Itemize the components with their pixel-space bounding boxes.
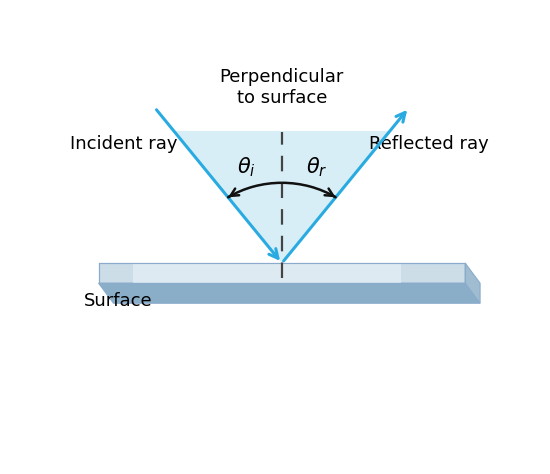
Text: $\theta_i$: $\theta_i$ — [237, 155, 256, 179]
Polygon shape — [174, 131, 390, 263]
Text: Incident ray: Incident ray — [70, 136, 178, 154]
Polygon shape — [98, 263, 465, 283]
Text: Reflected ray: Reflected ray — [369, 136, 489, 154]
Polygon shape — [465, 263, 480, 303]
Text: $\theta_r$: $\theta_r$ — [306, 155, 328, 179]
Text: Surface: Surface — [84, 292, 152, 310]
Polygon shape — [133, 263, 402, 283]
Text: Perpendicular
to surface: Perpendicular to surface — [219, 68, 344, 107]
Polygon shape — [98, 283, 480, 303]
